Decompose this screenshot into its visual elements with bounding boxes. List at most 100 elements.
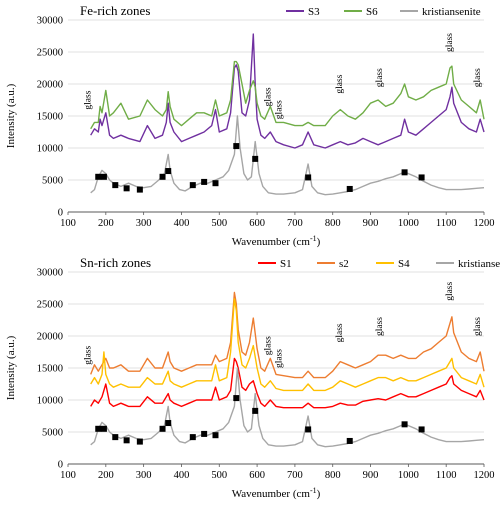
- x-axis-label-close: ): [317, 236, 321, 248]
- chart-fe-rich: 0 5000 10000 15000 20000 25000 30000 100 200 300 4…: [5, 3, 495, 248]
- y-tick-label: 20000: [37, 80, 63, 91]
- x-tick-label: 600: [249, 218, 265, 229]
- x-tick-label: 300: [136, 470, 152, 481]
- y-tick-label: 15000: [37, 112, 63, 123]
- y-tick-label: 30000: [37, 268, 63, 279]
- y-tick-label: 25000: [37, 48, 63, 59]
- legend-label: S6: [366, 6, 378, 18]
- x-axis-label-close: ): [317, 488, 321, 500]
- series-line-s4: [90, 298, 485, 392]
- x-tick-label: 1100: [436, 470, 457, 481]
- kristiansenite-marker: [95, 173, 102, 180]
- glass-annotation: glass: [445, 281, 455, 300]
- x-tick-label: 300: [136, 218, 152, 229]
- y-tick-label: 0: [58, 460, 63, 471]
- x-tick-label: 100: [60, 470, 76, 481]
- glass-annotation: glass: [275, 100, 285, 119]
- glass-annotation: glass: [473, 68, 483, 87]
- x-tick-label: 900: [363, 470, 379, 481]
- kristiansenite-marker: [212, 432, 219, 439]
- glass-annotation: glass: [473, 317, 483, 336]
- legend-label: S3: [308, 6, 320, 18]
- x-tick-label: 500: [211, 218, 227, 229]
- y-tick-label: 5000: [42, 428, 63, 439]
- legend-label: S1: [280, 258, 292, 270]
- x-axis-label-text: Wavenumber (cm: [232, 488, 311, 500]
- kristiansenite-marker: [112, 434, 119, 441]
- x-axis-label: Wavenumber (cm-1): [232, 486, 321, 500]
- x-tick-label: 700: [287, 470, 303, 481]
- kristiansenite-marker: [346, 437, 353, 444]
- series-line-s2: [90, 291, 485, 379]
- kristiansenite-marker: [112, 182, 119, 189]
- glass-annotation: glass: [335, 323, 345, 342]
- kristiansenite-marker: [189, 434, 196, 441]
- kristiansenite-marker: [305, 426, 312, 433]
- y-tick-label: 10000: [37, 144, 63, 155]
- x-tick-label: 700: [287, 218, 303, 229]
- series-line-s1: [90, 357, 485, 409]
- kristiansenite-marker: [401, 169, 408, 176]
- y-tick-label: 20000: [37, 332, 63, 343]
- x-axis-label-sup: -1: [310, 486, 317, 495]
- x-tick-label: 500: [211, 470, 227, 481]
- kristiansenite-marker: [418, 174, 425, 181]
- kristiansenite-marker: [165, 420, 172, 427]
- kristiansenite-marker: [252, 407, 259, 414]
- kristiansenite-marker: [305, 174, 312, 181]
- legend-label: kristiansenite: [458, 258, 500, 270]
- kristiansenite-marker: [123, 185, 130, 192]
- kristiansenite-marker: [159, 425, 166, 432]
- y-tick-label: 15000: [37, 364, 63, 375]
- x-tick-label: 1200: [474, 218, 495, 229]
- kristiansenite-marker: [233, 395, 240, 402]
- x-tick-label: 1200: [474, 470, 495, 481]
- x-axis-label-sup: -1: [310, 234, 317, 243]
- x-tick-label: 800: [325, 470, 341, 481]
- chart-title: Sn-rich zones: [80, 255, 151, 270]
- x-tick-label: 600: [249, 470, 265, 481]
- legend-label: kristiansenite: [422, 6, 481, 18]
- x-tick-label: 400: [174, 470, 190, 481]
- kristiansenite-marker: [123, 437, 130, 444]
- y-tick-label: 25000: [37, 300, 63, 311]
- kristiansenite-marker: [201, 430, 208, 437]
- y-tick-label: 0: [58, 208, 63, 219]
- kristiansenite-marker: [95, 425, 102, 432]
- y-axis-label: Intensity (a.u.): [5, 335, 17, 400]
- kristiansenite-marker: [159, 173, 166, 180]
- x-tick-label: 400: [174, 218, 190, 229]
- glass-annotation: glass: [375, 68, 385, 87]
- chart-panel-sn-rich: 0 5000 10000 15000 20000 25000 30000 100 200 300 4…: [0, 252, 500, 502]
- kristiansenite-marker: [100, 425, 107, 432]
- series-line-s6: [90, 60, 485, 130]
- kristiansenite-marker: [401, 421, 408, 428]
- glass-annotation: glass: [445, 33, 455, 52]
- x-axis-label-text: Wavenumber (cm: [232, 236, 311, 248]
- x-axis-label: Wavenumber (cm-1): [232, 234, 321, 248]
- legend-label: s2: [339, 258, 349, 270]
- y-axis-label: Intensity (a.u.): [5, 83, 17, 148]
- glass-annotation: glass: [375, 317, 385, 336]
- kristiansenite-marker: [189, 182, 196, 189]
- x-tick-label: 200: [98, 218, 114, 229]
- kristiansenite-marker: [165, 168, 172, 175]
- x-tick-label: 1100: [436, 218, 457, 229]
- series-line-s3: [90, 33, 485, 149]
- kristiansenite-marker: [212, 180, 219, 187]
- kristiansenite-marker: [418, 426, 425, 433]
- kristiansenite-marker: [100, 173, 107, 180]
- glass-annotation: glass: [335, 74, 345, 93]
- glass-annotation: glass: [275, 349, 285, 368]
- x-tick-label: 900: [363, 218, 379, 229]
- y-tick-label: 30000: [37, 16, 63, 27]
- x-tick-label: 100: [60, 218, 76, 229]
- glass-annotation: glass: [263, 87, 273, 106]
- x-tick-label: 1000: [398, 218, 419, 229]
- kristiansenite-marker: [136, 438, 143, 445]
- legend-label: S4: [398, 258, 410, 270]
- kristiansenite-marker: [201, 178, 208, 185]
- glass-annotation: glass: [84, 90, 94, 109]
- kristiansenite-marker: [233, 143, 240, 150]
- y-tick-label: 5000: [42, 176, 63, 187]
